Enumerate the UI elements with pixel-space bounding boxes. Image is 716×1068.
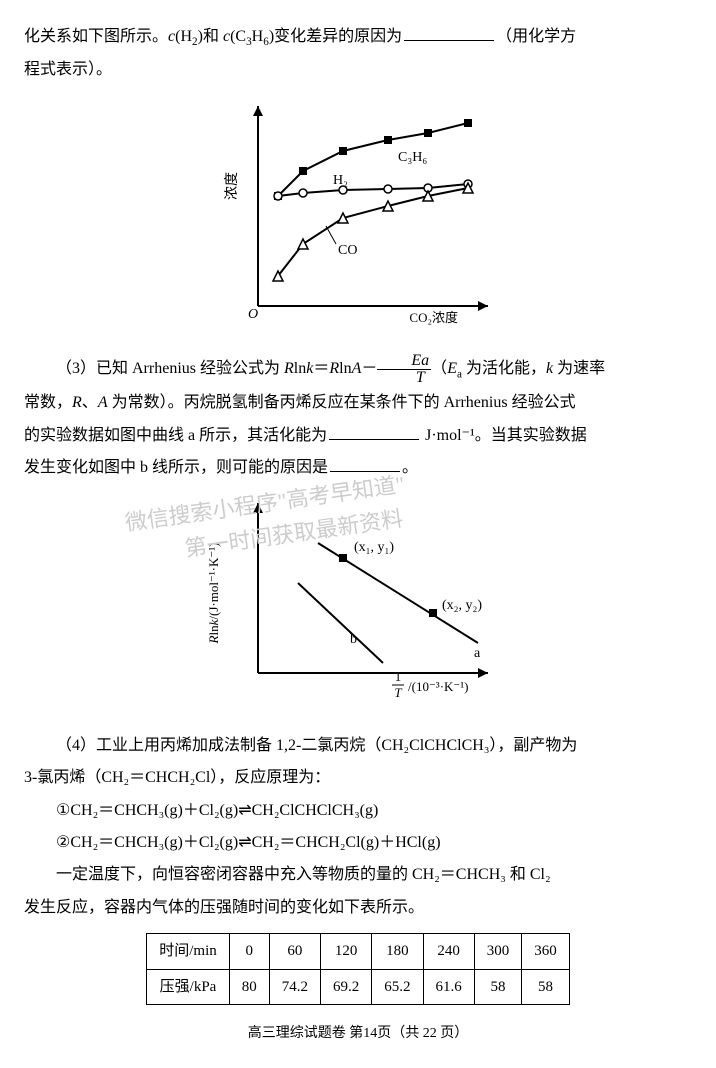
page-footer: 高三理综试题卷 第14页（共 22 页） [24,1021,692,1048]
table-row: 时间/min 0 60 120 180 240 300 360 [147,934,570,970]
svg-text:O: O [248,307,258,322]
text: （用化学方 [496,28,576,45]
point-label: (x₁, y₁) [354,540,394,555]
text: 为速率 [553,360,605,377]
x-axis-label: /(10⁻³·K⁻¹) [408,679,469,694]
text: 常数， [24,394,72,411]
table-cell: 360 [522,934,570,970]
chart-arrhenius: 微信搜索小程序"高考早知道" 第一时间获取最新资料 Rlnk/(J·mol⁻¹·… [24,493,692,714]
equation-2: ②CH₂＝CHCH₃(g)＋Cl₂(g)⇌CH₂＝CHCH₂Cl(g)＋HCl(… [24,828,692,858]
equation-1: ①CH₂＝CHCH₃(g)＋Cl₂(g)⇌CH₂ClCHClCH₃(g) [24,796,692,826]
text: （ [431,360,447,377]
point-label: (x₂, y₂) [442,598,482,613]
table-cell: 69.2 [321,969,372,1005]
svg-text:T: T [394,685,402,700]
series-label-co: CO [338,243,357,258]
blank-fill [330,455,400,472]
line-b-label: b [350,632,357,647]
paragraph-4f: 发生反应，容器内气体的压强随时间的变化如下表所示。 [24,893,692,923]
line-a-label: a [474,646,481,661]
svg-text:1: 1 [395,669,402,684]
table-cell: 74.2 [269,969,320,1005]
table-cell: 58 [474,969,522,1005]
paragraph-4e: 一定温度下，向恒容密闭容器中充入等物质的量的 CH₂＝CHCH₃ 和 Cl₂ [24,860,692,890]
chart-concentration: 浓度 O CO₂浓度 C₃H₆ H₂ CO [24,96,692,337]
table-cell: 65.2 [372,969,423,1005]
paragraph-4b: 3-氯丙烯（CH₂＝CHCH₂Cl），反应原理为： [24,763,692,793]
table-cell: 240 [423,934,474,970]
blank-fill [329,423,419,440]
x-axis-label: CO₂浓度 [409,310,458,325]
paragraph-3c: 的实验数据如图中曲线 a 所示，其活化能为 J·mol⁻¹。当其实验数据 [24,421,692,451]
text: 化关系如下图所示。 [24,28,168,45]
text: 变化差异的原因为 [274,28,402,45]
text: J·mol⁻¹。当其实验数据 [421,427,587,444]
text: 为活化能， [462,360,546,377]
table-cell: 120 [321,934,372,970]
row-label: 压强/kPa [147,969,230,1005]
text: 为常数）。丙烷脱氢制备丙烯反应在某条件下的 Arrhenius 经验公式 [108,394,576,411]
series-label-c3h6: C₃H₆ [398,150,427,165]
text: 程式表示）。 [24,61,112,78]
text: 的实验数据如图中曲线 a 所示，其活化能为 [24,427,327,444]
text: （4）工业上用丙烯加成法制备 1,2-二氯丙烷（CH₂ClCHClCH₃），副产… [56,737,577,754]
series-label-h2: H₂ [333,173,348,188]
table-cell: 300 [474,934,522,970]
pressure-table: 时间/min 0 60 120 180 240 300 360 压强/kPa 8… [146,933,570,1005]
text: 发生变化如图中 b 线所示，则可能的原因是 [24,459,328,476]
text: 3-氯丙烯（CH₂＝CHCH₂Cl），反应原理为： [24,769,330,786]
table-row: 压强/kPa 80 74.2 69.2 65.2 61.6 58 58 [147,969,570,1005]
table-cell: 180 [372,934,423,970]
paragraph-3: （3）已知 Arrhenius 经验公式为 Rlnk＝RlnA－EaT（Ea 为… [24,353,692,386]
table-cell: 60 [269,934,320,970]
paragraph-3d: 发生变化如图中 b 线所示，则可能的原因是 。 [24,453,692,483]
text: ②CH₂＝CHCH₃(g)＋Cl₂(g)⇌CH₂＝CHCH₂Cl(g)＋HCl(… [56,834,441,851]
text: ①CH₂＝CHCH₃(g)＋Cl₂(g)⇌CH₂ClCHClCH₃(g) [56,802,378,819]
table-cell: 80 [229,969,269,1005]
text: （3）已知 Arrhenius 经验公式为 [56,360,284,377]
text: 和 [203,28,219,45]
y-axis-label: 浓度 [224,172,240,200]
table-cell: 58 [522,969,570,1005]
table-cell: 61.6 [423,969,474,1005]
y-axis-label: Rlnk/(J·mol⁻¹·K⁻¹) [206,543,221,645]
paragraph-1: 化关系如下图所示。c(H2)和 c(C3H6)变化差异的原因为（用化学方 [24,22,692,53]
paragraph-1b: 程式表示）。 [24,55,692,85]
paragraph-3b: 常数，R、A 为常数）。丙烷脱氢制备丙烯反应在某条件下的 Arrhenius 经… [24,388,692,418]
row-label: 时间/min [147,934,230,970]
paragraph-4a: （4）工业上用丙烯加成法制备 1,2-二氯丙烷（CH₂ClCHClCH₃），副产… [24,731,692,761]
table-cell: 0 [229,934,269,970]
text: 一定温度下，向恒容密闭容器中充入等物质的量的 CH₂＝CHCH₃ 和 Cl₂ [56,866,551,883]
text: 发生反应，容器内气体的压强随时间的变化如下表所示。 [24,899,424,916]
blank-fill [404,24,494,41]
text: 。 [402,459,418,476]
